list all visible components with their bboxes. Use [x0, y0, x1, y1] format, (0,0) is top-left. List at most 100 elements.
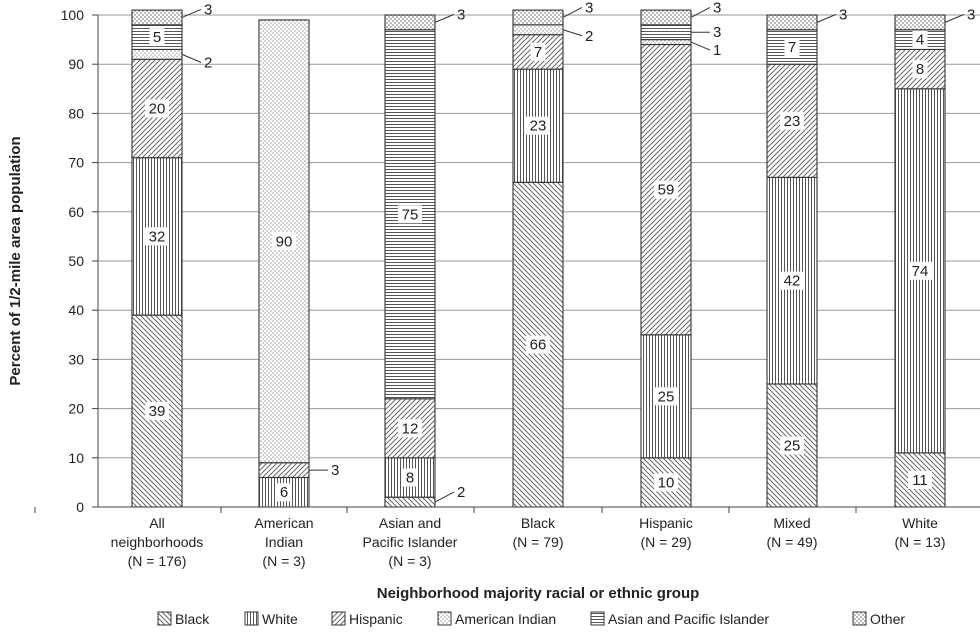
x-category-label: Asian and	[379, 515, 441, 531]
legend-swatch	[437, 611, 452, 626]
x-category-label: (N = 3)	[262, 553, 305, 569]
x-category-label: (N = 13)	[895, 534, 946, 550]
callout-label: 3	[713, 24, 721, 41]
callout-leader	[816, 13, 837, 23]
bar-segment	[512, 9, 564, 26]
data-label: 66	[530, 337, 547, 354]
data-label-bg	[402, 468, 418, 487]
x-category-label: American	[254, 515, 313, 531]
legend-label: American Indian	[455, 611, 556, 627]
callout-label: 3	[713, 0, 721, 16]
bar-segment	[640, 24, 692, 41]
x-category-label: (N = 3)	[388, 553, 431, 569]
x-category-label: White	[902, 515, 938, 531]
data-label: 7	[788, 39, 796, 56]
legend-swatch	[157, 611, 172, 626]
callout-label: 2	[204, 54, 212, 71]
data-label: 42	[784, 273, 801, 290]
data-label-bg	[654, 387, 678, 406]
data-label-bg	[526, 335, 550, 354]
bar-segment	[131, 9, 183, 26]
data-label-bg	[398, 205, 422, 224]
callout-leader	[562, 29, 583, 37]
legend-label: Hispanic	[349, 611, 403, 627]
data-label: 25	[784, 438, 801, 455]
data-label: 11	[912, 472, 928, 489]
bar-segment	[258, 462, 310, 479]
x-category-label: All	[149, 515, 165, 531]
data-label: 6	[280, 484, 288, 501]
y-tick-label: 60	[68, 204, 84, 220]
callout-label: 3	[331, 462, 339, 479]
callout-label: 3	[839, 6, 847, 23]
bar-segment	[894, 14, 946, 31]
x-category-label: (N = 29)	[641, 534, 692, 550]
legend-swatch	[331, 611, 346, 626]
data-label: 32	[149, 228, 166, 245]
x-axis-title: Neighborhood majority racial or ethnic g…	[377, 585, 700, 602]
data-label-bg	[145, 402, 169, 421]
y-axis-title: Percent of 1/2-mile area population	[7, 136, 24, 385]
data-label-bg	[145, 99, 169, 118]
y-tick-label: 50	[68, 253, 84, 269]
bar-segment	[640, 9, 692, 26]
bar-segment	[766, 14, 818, 31]
x-category-label: neighborhoods	[111, 534, 204, 550]
y-tick-label: 70	[68, 155, 84, 171]
callout-label: 3	[585, 0, 593, 16]
data-label: 90	[276, 233, 293, 250]
data-label: 8	[406, 469, 414, 486]
data-label-bg	[912, 30, 928, 49]
x-category-label: (N = 176)	[128, 553, 187, 569]
bar-segment	[640, 39, 692, 46]
legend-swatch	[852, 611, 867, 626]
y-tick-label: 10	[68, 450, 84, 466]
data-label-bg	[912, 60, 928, 79]
callout-leader	[944, 13, 965, 23]
callout-label: 2	[585, 28, 593, 45]
callout-leader	[434, 491, 455, 503]
callout-label: 2	[457, 484, 465, 501]
data-label-bg	[908, 261, 932, 280]
y-tick-label: 20	[68, 401, 84, 417]
data-label: 7	[534, 44, 542, 61]
data-label: 75	[402, 206, 419, 223]
callout-label: 3	[967, 6, 975, 23]
data-label-bg	[145, 227, 169, 246]
data-label: 5	[153, 29, 161, 46]
callout-leader	[181, 53, 202, 63]
x-category-label: Pacific Islander	[363, 534, 458, 550]
callout-label: 3	[457, 6, 465, 23]
data-label-bg	[149, 28, 165, 47]
callout-label: 3	[204, 1, 212, 18]
y-tick-label: 0	[76, 499, 84, 515]
legend-label: Other	[870, 611, 905, 627]
legend: Black White Hispanic American Indian Asian a…	[157, 611, 905, 627]
data-label-bg	[276, 483, 292, 502]
data-label: 23	[784, 113, 801, 130]
x-category-label: Indian	[265, 534, 303, 550]
bar-segment	[131, 48, 183, 60]
callout-leader	[690, 7, 711, 18]
data-label: 25	[658, 388, 675, 405]
data-label: 59	[658, 182, 675, 199]
data-label-bg	[530, 42, 546, 61]
legend-swatch	[244, 611, 259, 626]
x-category-label: (N = 79)	[513, 534, 564, 550]
data-label-bg	[908, 470, 932, 489]
y-tick-label: 30	[68, 351, 84, 367]
data-label: 23	[530, 118, 547, 135]
data-label: 39	[149, 403, 166, 420]
data-label-bg	[526, 116, 550, 135]
legend-label: Asian and Pacific Islander	[608, 611, 769, 627]
data-label-bg	[780, 436, 804, 455]
data-label-bg	[784, 37, 800, 56]
x-category-label: Hispanic	[639, 515, 693, 531]
x-category-label: Mixed	[773, 515, 810, 531]
y-tick-label: 80	[68, 105, 84, 121]
bar-segment	[384, 14, 436, 31]
y-tick-label: 40	[68, 302, 84, 318]
y-tick-label: 100	[61, 7, 85, 23]
data-label: 4	[916, 32, 924, 49]
legend-label: Black	[175, 611, 210, 627]
